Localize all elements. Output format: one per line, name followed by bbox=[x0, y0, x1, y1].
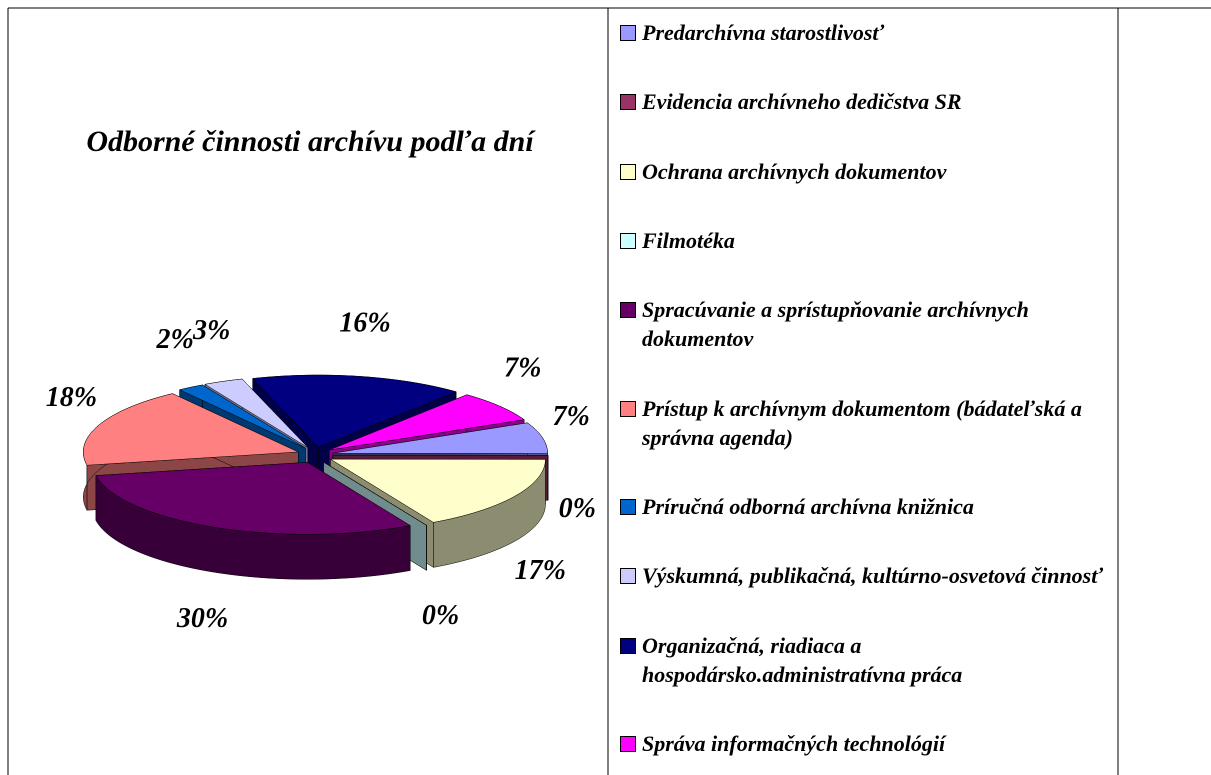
legend-item: Spracúvanie a sprístupňovanie archívnych… bbox=[620, 295, 1110, 353]
data-label: 0% bbox=[559, 493, 596, 524]
legend-item: Príručná odborná archívna knižnica bbox=[620, 492, 1110, 521]
legend-swatch bbox=[620, 568, 636, 585]
legend-item: Prístup k archívnym dokumentom (bádateľs… bbox=[620, 394, 1110, 452]
chart-title: Odborné činnosti archívu podľa dní bbox=[86, 125, 534, 158]
legend-swatch bbox=[620, 25, 636, 41]
legend-label: Prístup k archívnym dokumentom (bádateľs… bbox=[642, 395, 1082, 450]
data-label: 16% bbox=[339, 307, 390, 338]
legend-label: Správa informačných technológií bbox=[642, 730, 946, 756]
legend-item: Ochrana archívnych dokumentov bbox=[620, 157, 1110, 186]
legend-item: Organizačná, riadiaca a hospodársko.admi… bbox=[620, 631, 1110, 689]
legend-swatch bbox=[620, 94, 636, 111]
legend-item: Predarchívna starostlivosť bbox=[620, 18, 1110, 47]
legend: Predarchívna starostlivosť Evidencia arch… bbox=[620, 18, 1110, 758]
legend-swatch bbox=[620, 400, 636, 417]
data-label: 30% bbox=[176, 603, 228, 634]
legend-item: Výskumná, publikačná, kultúrno-osvetová … bbox=[620, 561, 1110, 590]
legend-label: Príručná odborná archívna knižnica bbox=[642, 493, 974, 519]
legend-label: Výskumná, publikačná, kultúrno-osvetová … bbox=[642, 563, 1103, 589]
data-label: 18% bbox=[46, 382, 97, 413]
legend-swatch bbox=[620, 735, 636, 752]
data-label: 2% bbox=[156, 324, 194, 355]
legend-label: Spracúvanie a sprístupňovanie archívnych… bbox=[642, 297, 1029, 352]
legend-item: Evidencia archívneho dedičstva SR bbox=[620, 87, 1110, 116]
data-label: 0% bbox=[422, 600, 459, 631]
slice-top bbox=[332, 422, 548, 454]
legend-swatch bbox=[620, 498, 636, 515]
legend-label: Organizačná, riadiaca a hospodársko.admi… bbox=[642, 632, 963, 687]
slice-top bbox=[95, 462, 411, 535]
slice-top bbox=[329, 394, 525, 451]
slice-top bbox=[204, 378, 309, 448]
legend-label: Predarchívna starostlivosť bbox=[642, 20, 885, 45]
legend-swatch bbox=[620, 637, 636, 654]
legend-label: Filmotéka bbox=[642, 227, 735, 253]
data-label: 17% bbox=[515, 555, 566, 586]
legend-label: Ochrana archívnych dokumentov bbox=[642, 158, 947, 184]
slice-top bbox=[83, 393, 299, 466]
slice-top bbox=[178, 384, 306, 449]
data-label: 7% bbox=[504, 353, 541, 384]
legend-swatch bbox=[620, 232, 636, 249]
slice-top bbox=[323, 461, 427, 526]
legend-item: Správa informačných technológií bbox=[620, 729, 1110, 758]
data-label: 7% bbox=[553, 401, 590, 432]
slice bbox=[95, 461, 411, 580]
legend-swatch bbox=[620, 302, 636, 319]
legend-item: Filmotéka bbox=[620, 226, 1110, 255]
legend-swatch bbox=[620, 163, 636, 180]
slice-top bbox=[252, 374, 457, 448]
data-label: 3% bbox=[192, 315, 230, 346]
legend-label: Evidencia archívneho dedičstva SR bbox=[642, 89, 962, 115]
slice-top bbox=[329, 458, 546, 523]
pie bbox=[83, 374, 549, 580]
